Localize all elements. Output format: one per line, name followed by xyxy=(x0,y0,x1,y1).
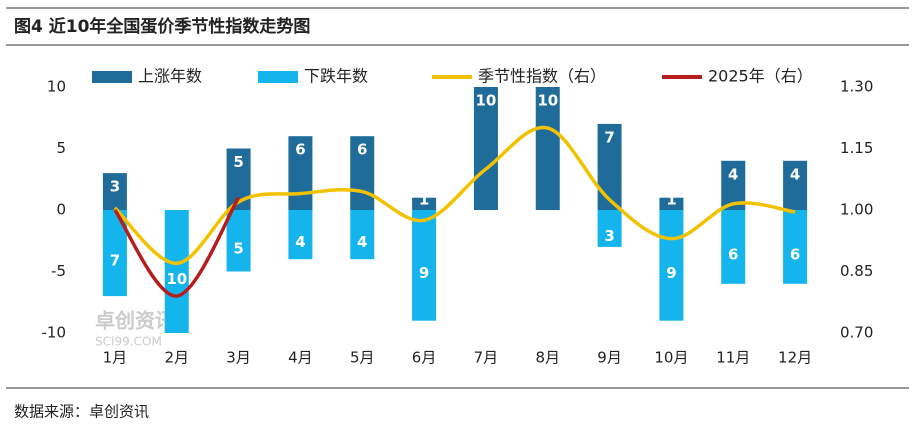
data-label: 4 xyxy=(295,233,305,251)
y-tick-label: 0 xyxy=(56,201,66,219)
y2-tick-label: 1.15 xyxy=(840,139,873,157)
x-tick-label: 7月 xyxy=(474,349,499,367)
watermark: SCI99.COM xyxy=(95,335,162,349)
data-label: 1 xyxy=(419,191,429,209)
bar xyxy=(412,210,437,321)
x-tick-label: 12月 xyxy=(778,349,812,367)
watermark: 卓创资讯 xyxy=(95,309,175,333)
bar xyxy=(535,87,560,210)
x-tick-label: 6月 xyxy=(412,349,437,367)
line xyxy=(113,196,241,298)
bar xyxy=(350,210,375,260)
data-label: 5 xyxy=(233,153,243,171)
bar xyxy=(783,210,808,284)
data-label: 4 xyxy=(790,165,800,183)
data-label: 9 xyxy=(419,264,429,282)
y2-tick-label: 0.85 xyxy=(840,262,873,280)
legend-label: 季节性指数（右） xyxy=(478,67,606,86)
y2-tick-label: 1.30 xyxy=(840,78,873,96)
source: 数据来源：卓创资讯 xyxy=(14,403,149,421)
bar xyxy=(473,87,498,210)
data-label: 5 xyxy=(233,239,243,257)
bar xyxy=(597,210,622,247)
bar xyxy=(226,210,251,272)
data-label: 9 xyxy=(666,264,676,282)
x-tick-label: 3月 xyxy=(226,349,251,367)
bar xyxy=(659,210,684,321)
data-label: 6 xyxy=(728,245,738,263)
data-label: 6 xyxy=(357,141,367,159)
bar xyxy=(783,160,808,210)
bar xyxy=(721,210,746,284)
data-label: 6 xyxy=(295,141,305,159)
y-tick-label: -5 xyxy=(51,262,66,280)
data-label: 6 xyxy=(790,245,800,263)
legend-swatch xyxy=(92,71,132,83)
y-tick-label: 5 xyxy=(56,139,66,157)
chart-title: 图4 近10年全国蛋价季节性指数走势图 xyxy=(14,16,310,37)
x-tick-label: 8月 xyxy=(535,349,560,367)
bar xyxy=(597,123,622,210)
data-label: 10 xyxy=(475,92,496,110)
x-tick-label: 4月 xyxy=(288,349,313,367)
legend-label: 上涨年数 xyxy=(138,67,202,86)
y2-tick-label: 1.00 xyxy=(840,201,873,219)
data-label: 4 xyxy=(728,165,738,183)
bar xyxy=(288,210,313,260)
line xyxy=(113,125,796,266)
data-label: 7 xyxy=(110,252,120,270)
data-label: 3 xyxy=(604,227,614,245)
data-label: 3 xyxy=(110,178,120,196)
data-label: 1 xyxy=(666,191,676,209)
legend-swatch xyxy=(258,71,298,83)
bar xyxy=(288,136,313,210)
data-label: 7 xyxy=(604,128,614,146)
data-label: 10 xyxy=(537,92,558,110)
bar xyxy=(102,173,127,210)
bar xyxy=(659,197,684,210)
x-tick-label: 1月 xyxy=(103,349,128,367)
data-label: 10 xyxy=(166,270,187,288)
y-tick-label: -10 xyxy=(42,324,67,342)
legend-label: 2025年（右） xyxy=(708,67,813,86)
x-tick-label: 5月 xyxy=(350,349,375,367)
bar xyxy=(164,210,189,333)
x-tick-label: 2月 xyxy=(164,349,189,367)
legend-label: 下跌年数 xyxy=(304,67,368,86)
x-tick-label: 10月 xyxy=(654,349,688,367)
bar xyxy=(412,197,437,210)
bar xyxy=(350,136,375,210)
data-label: 4 xyxy=(357,233,367,251)
y2-tick-label: 0.70 xyxy=(840,324,873,342)
y-tick-label: 10 xyxy=(47,78,66,96)
x-tick-label: 9月 xyxy=(597,349,622,367)
x-tick-label: 11月 xyxy=(716,349,750,367)
